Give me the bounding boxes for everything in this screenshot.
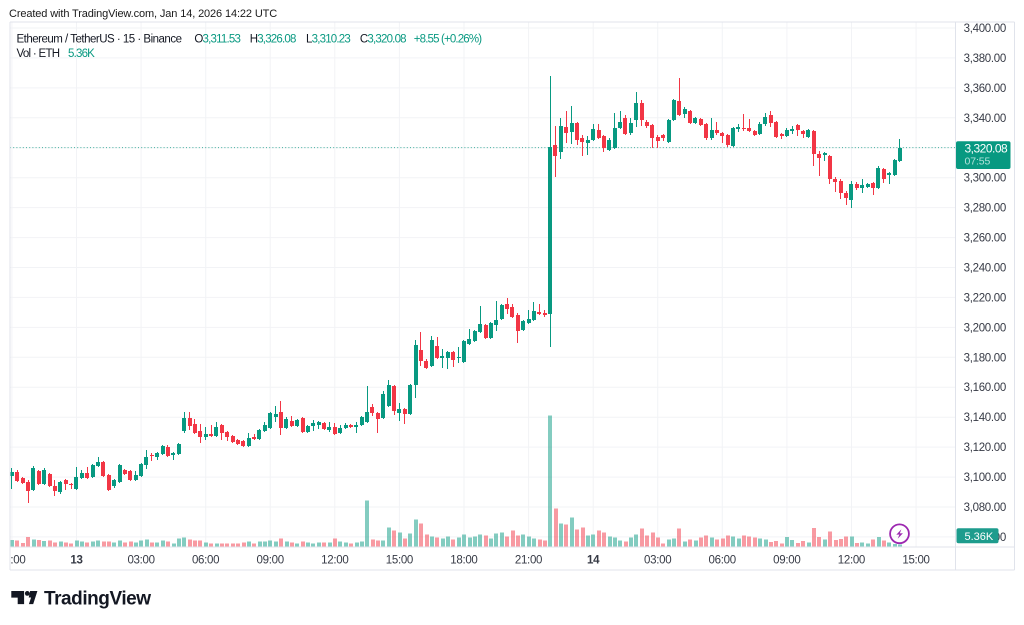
svg-text:3,100.00: 3,100.00 [964,472,1006,484]
svg-text:O3,311.53: O3,311.53 [194,34,240,46]
svg-text:06:00: 06:00 [192,555,219,567]
svg-text:H3,326.08: H3,326.08 [250,34,296,46]
svg-text:+8.55 (+0.26%): +8.55 (+0.26%) [414,34,482,46]
svg-text:Vol · ETH: Vol · ETH [17,48,60,60]
svg-text:TradingView: TradingView [44,589,151,610]
svg-text:3,220.00: 3,220.00 [964,292,1006,304]
svg-text:C3,320.08: C3,320.08 [360,34,406,46]
svg-text:3,280.00: 3,280.00 [964,203,1006,215]
svg-text:3,240.00: 3,240.00 [964,263,1006,275]
svg-text:09:00: 09:00 [257,555,284,567]
svg-text:5.36K: 5.36K [68,48,95,60]
svg-text:3,120.00: 3,120.00 [964,442,1006,454]
svg-text:12:00: 12:00 [321,555,348,567]
svg-text:3,140.00: 3,140.00 [964,412,1006,424]
svg-text:3,340.00: 3,340.00 [964,113,1006,125]
svg-text:18:00: 18:00 [450,555,477,567]
svg-text:3,300.00: 3,300.00 [964,173,1006,185]
svg-text:03:00: 03:00 [127,555,154,567]
svg-text:21:00: 21:00 [515,555,542,567]
svg-text:5.36K: 5.36K [965,531,994,543]
svg-text:Created with TradingView.com,: Created with TradingView.com, Jan 14, 20… [9,8,277,20]
svg-text:06:00: 06:00 [709,555,736,567]
svg-text:12:00: 12:00 [838,555,865,567]
svg-text::00: :00 [10,555,25,567]
svg-text:09:00: 09:00 [773,555,800,567]
svg-text:Ethereum / TetherUS · 15 · Bin: Ethereum / TetherUS · 15 · Binance [17,34,182,46]
svg-text:14: 14 [587,555,600,567]
svg-text:3,200.00: 3,200.00 [964,322,1006,334]
svg-text:15:00: 15:00 [386,555,413,567]
svg-text:L3,310.23: L3,310.23 [306,34,350,46]
svg-text:3,080.00: 3,080.00 [964,502,1006,514]
svg-text:3,160.00: 3,160.00 [964,382,1006,394]
svg-text:3,380.00: 3,380.00 [964,53,1006,65]
svg-text:13: 13 [70,555,82,567]
svg-text:3,180.00: 3,180.00 [964,352,1006,364]
svg-text:07:55: 07:55 [965,156,991,168]
svg-text:3,320.08: 3,320.08 [965,142,1009,156]
svg-text:3,260.00: 3,260.00 [964,233,1006,245]
svg-text:3,360.00: 3,360.00 [964,83,1006,95]
svg-text:3,400.00: 3,400.00 [964,23,1006,35]
svg-text:03:00: 03:00 [644,555,671,567]
svg-text:15:00: 15:00 [902,555,929,567]
